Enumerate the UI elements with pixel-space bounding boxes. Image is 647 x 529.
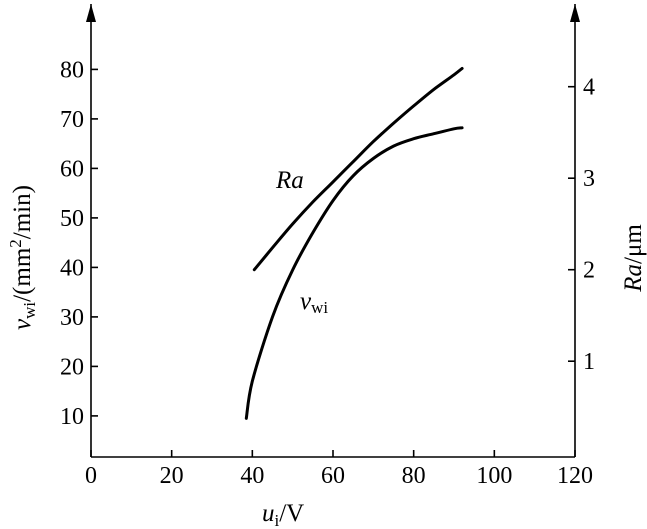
left-y-title-sub: wi — [20, 302, 39, 319]
left-y-title-unit-sup: 2 — [6, 239, 25, 248]
right-axis-arrow-icon — [570, 4, 580, 22]
series-line-ra — [252, 66, 464, 272]
x-axis-title: ui/V — [262, 500, 304, 529]
series-label-vwi-sub: wi — [311, 298, 328, 317]
x-tick-label: 40 — [240, 463, 264, 489]
right-y-tick-label: 2 — [583, 258, 595, 284]
right-y-title-main: Ra — [620, 264, 647, 293]
x-tick-label: 60 — [321, 463, 345, 489]
left-y-title-unit-pre: /(mm — [9, 247, 36, 302]
series-label-ra: Ra — [275, 167, 304, 194]
left-y-tick-label: 20 — [60, 354, 84, 380]
series-curves — [244, 66, 464, 420]
x-axis-title-unit: /V — [279, 500, 304, 527]
left-y-tick-label: 30 — [60, 305, 84, 331]
left-y-tick-label: 70 — [60, 107, 84, 133]
right-y-axis-title: Ra/μm — [620, 224, 647, 293]
x-tick-label: 120 — [557, 463, 593, 489]
left-y-title-main: v — [9, 318, 36, 330]
right-y-tick-label: 3 — [583, 166, 595, 192]
x-tick-label: 20 — [160, 463, 184, 489]
x-tick-label: 80 — [402, 463, 426, 489]
series-label-vwi: vwi — [300, 288, 328, 317]
series-label-vwi-main: v — [300, 288, 312, 315]
left-y-tick-label: 40 — [60, 255, 84, 281]
left-y-tick-label: 80 — [60, 57, 84, 83]
left-y-axis-title: vwi/(mm2/min) — [6, 185, 39, 330]
x-ticks: 0 20 40 60 80 100 120 — [85, 450, 593, 489]
left-y-tick-label: 10 — [60, 404, 84, 430]
x-axis-title-main: u — [262, 500, 275, 527]
x-tick-label: 100 — [476, 463, 512, 489]
left-y-tick-label: 60 — [60, 156, 84, 182]
left-axis-arrow-icon — [86, 4, 96, 22]
left-y-tick-label: 50 — [60, 206, 84, 232]
x-tick-label: 0 — [85, 463, 97, 489]
right-y-title-unit: /μm — [620, 224, 647, 264]
left-y-title-unit-post: /min) — [9, 185, 36, 239]
left-y-ticks: 10 20 30 40 50 60 70 80 — [60, 57, 98, 430]
right-y-tick-label: 4 — [583, 75, 595, 101]
x-axis-title-sub: i — [275, 511, 280, 529]
series-line-v-wi — [244, 126, 464, 420]
right-y-tick-label: 1 — [583, 349, 595, 375]
right-y-ticks: 1 2 3 4 — [568, 75, 595, 375]
